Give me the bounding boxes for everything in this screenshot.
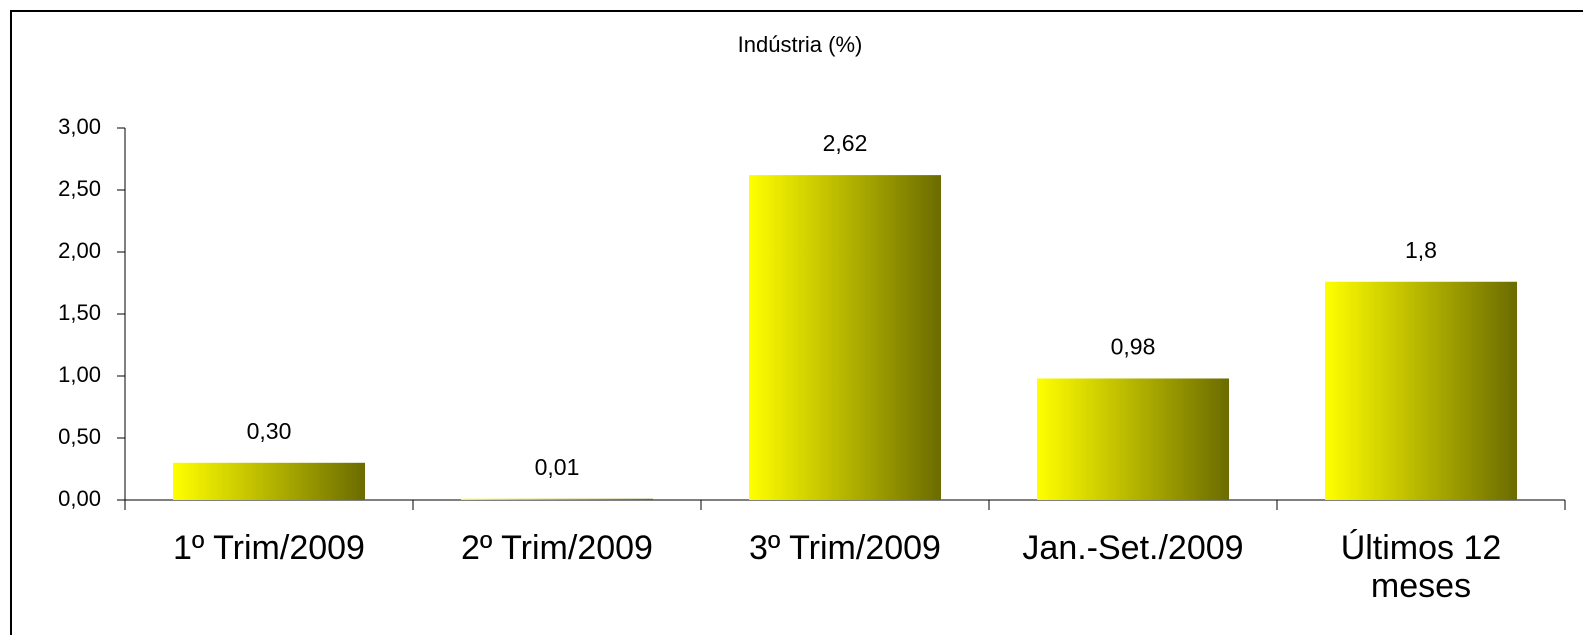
data-label: 0,98 bbox=[1111, 334, 1156, 360]
y-tick-label: 1,00 bbox=[58, 362, 101, 387]
bar bbox=[461, 498, 653, 500]
y-tick-label: 2,00 bbox=[58, 238, 101, 263]
y-tick-label: 2,50 bbox=[58, 176, 101, 201]
y-tick-label: 3,00 bbox=[58, 114, 101, 139]
data-label: 0,30 bbox=[247, 418, 292, 444]
y-tick-label: 0,00 bbox=[58, 486, 101, 511]
y-tick-label: 1,50 bbox=[58, 300, 101, 325]
x-tick-label: Jan.-Set./2009 bbox=[1022, 529, 1244, 567]
x-tick-label: 3º Trim/2009 bbox=[749, 529, 941, 567]
y-tick-label: 0,50 bbox=[58, 424, 101, 449]
bar bbox=[749, 175, 941, 500]
data-label: 1,8 bbox=[1405, 237, 1437, 263]
x-tick-label: Últimos 12 meses bbox=[1340, 529, 1502, 605]
x-tick-label: 2º Trim/2009 bbox=[461, 529, 653, 567]
x-tick-label: 1º Trim/2009 bbox=[173, 529, 365, 567]
data-label: 2,62 bbox=[823, 130, 868, 156]
bar bbox=[173, 462, 365, 500]
data-label: 0,01 bbox=[535, 454, 580, 480]
bar bbox=[1325, 281, 1517, 500]
bar bbox=[1037, 378, 1229, 500]
chart-title: Indústria (%) bbox=[738, 32, 863, 57]
